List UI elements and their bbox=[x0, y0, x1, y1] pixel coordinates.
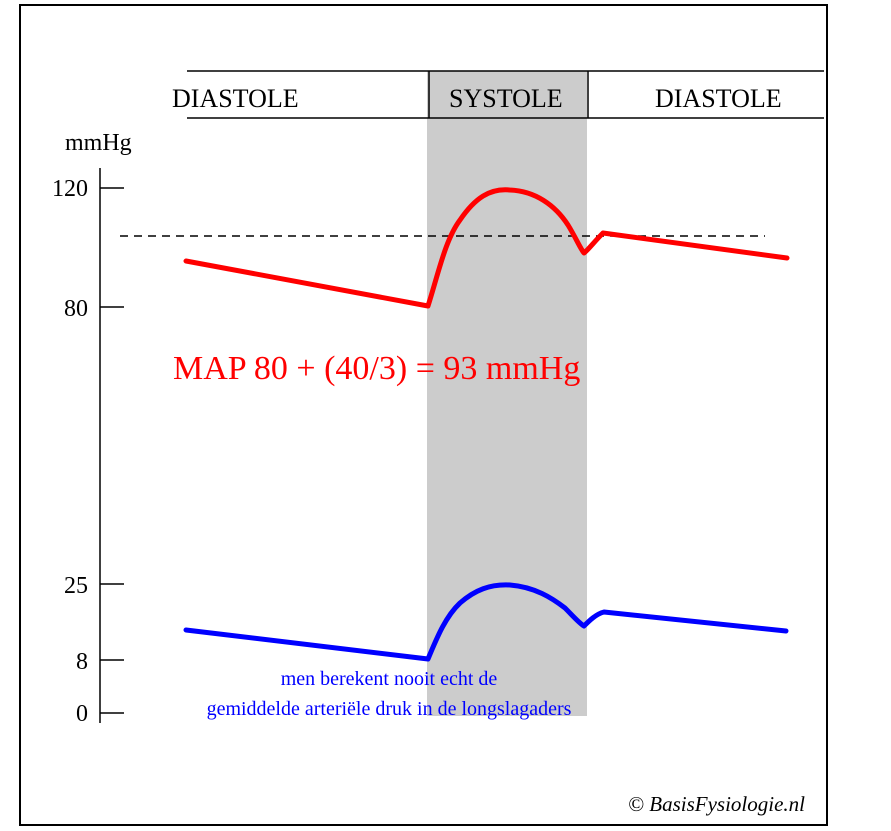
map-formula: MAP 80 + (40/3) = 93 mmHg bbox=[173, 350, 580, 387]
pulmonary-pressure-curve bbox=[183, 582, 789, 662]
y-tick-label-8: 8 bbox=[76, 649, 88, 675]
phase-label-diastole-1: DIASTOLE bbox=[172, 84, 299, 113]
phase-label-diastole-2: DIASTOLE bbox=[655, 84, 782, 113]
figure-frame bbox=[19, 4, 828, 826]
y-tick-label-80: 80 bbox=[64, 296, 88, 322]
y-tick-label-120: 120 bbox=[52, 176, 88, 202]
pulmonary-note-line-1: men berekent nooit echt de bbox=[281, 668, 498, 690]
systole-band bbox=[427, 71, 587, 716]
pulmonary-note-line-2: gemiddelde arteriële druk in de longslag… bbox=[207, 698, 572, 720]
y-tick-label-0: 0 bbox=[76, 701, 88, 727]
phase-label-systole: SYSTOLE bbox=[449, 84, 563, 113]
copyright-notice: © BasisFysiologie.nl bbox=[628, 792, 805, 816]
y-axis-unit-label: mmHg bbox=[65, 130, 132, 156]
y-tick-label-25: 25 bbox=[64, 573, 88, 599]
systemic-pressure-curve bbox=[183, 187, 790, 309]
